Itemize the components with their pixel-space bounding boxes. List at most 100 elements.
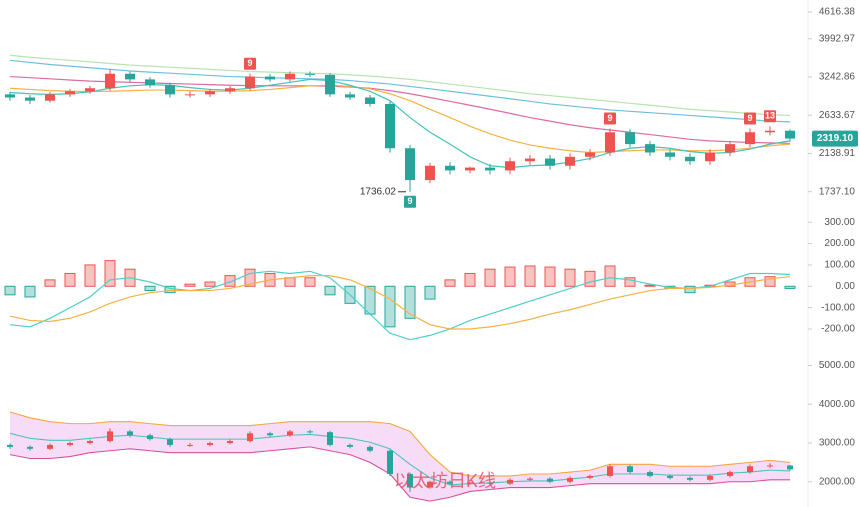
y-tick-label: -200.00: [821, 324, 855, 335]
macd-bar: [644, 284, 656, 287]
candle-body: [385, 103, 395, 149]
candle-body: [167, 439, 173, 445]
macd-bar: [444, 279, 456, 287]
candle-body: [625, 132, 635, 145]
signal-tag: [404, 195, 416, 208]
candle-body: [705, 152, 715, 162]
candle-body: [765, 130, 775, 133]
candle-body: [87, 441, 93, 443]
macd-bar: [204, 281, 216, 287]
candle-body: [305, 73, 315, 75]
candle-body: [85, 88, 95, 92]
candle-body: [325, 74, 335, 95]
watermark: 以太坊日K线: [394, 471, 496, 491]
moving-average-line: [9, 78, 791, 169]
candle-body: [605, 132, 615, 153]
candle-body: [747, 466, 753, 473]
candle-body: [265, 76, 275, 80]
moving-average-line: [9, 75, 791, 144]
candle-body: [407, 474, 413, 488]
candle-body: [425, 165, 435, 181]
candle-body: [345, 94, 355, 98]
macd-line: [9, 270, 791, 341]
candle-body: [685, 156, 695, 162]
candle-body: [105, 73, 115, 89]
candle-body: [125, 73, 135, 80]
candle-body: [727, 472, 733, 476]
y-tick-label: 3242.86: [819, 72, 856, 83]
candle-body: [405, 148, 415, 181]
candle-body: [725, 144, 735, 153]
signal-tag-label: 9: [607, 113, 612, 123]
candle-body: [25, 97, 35, 101]
candle-body: [665, 152, 675, 157]
moving-average-line: [9, 54, 791, 117]
macd-bar: [484, 268, 496, 287]
candle-body: [27, 446, 33, 449]
macd-bar: [504, 266, 516, 287]
candle-body: [767, 465, 773, 467]
signal-tag-label: 9: [407, 196, 412, 206]
candle-body: [65, 91, 75, 95]
bollinger-line: [9, 411, 791, 477]
y-tick-label: 4000.00: [819, 399, 856, 410]
macd-bar: [84, 264, 96, 287]
macd-bar: [24, 285, 36, 298]
bollinger-line: [9, 432, 791, 486]
candle-body: [225, 88, 235, 92]
candle-body: [147, 435, 153, 440]
macd-bar: [44, 279, 56, 287]
macd-bar: [64, 272, 76, 287]
macd-bar: [584, 270, 596, 287]
signal-tag-label: 9: [247, 58, 252, 68]
signal-tag: [764, 110, 776, 123]
candle-body: [287, 431, 293, 436]
macd-bar: [684, 285, 696, 294]
y-tick-label: 1737.10: [819, 186, 856, 197]
macd-bar: [524, 265, 536, 287]
macd-bar: [624, 277, 636, 287]
y-tick-label: 2633.67: [819, 110, 856, 121]
candle-body: [647, 472, 653, 476]
candle-body: [347, 444, 353, 447]
macd-bar: [284, 277, 296, 287]
y-tick-label: 2138.91: [819, 148, 856, 159]
macd-bar: [304, 277, 316, 287]
candle-body: [645, 144, 655, 153]
candle-body: [365, 97, 375, 104]
macd-line: [9, 275, 791, 330]
candle-body: [687, 477, 693, 480]
candle-body: [745, 132, 755, 145]
macd-bar: [424, 285, 436, 300]
y-tick-label: 300.00: [824, 217, 855, 228]
candle-body: [585, 152, 595, 157]
macd-bar: [544, 266, 556, 287]
candle-body: [527, 478, 533, 480]
macd-bar: [224, 275, 236, 287]
candle-body: [67, 443, 73, 445]
candle-body: [427, 481, 433, 488]
candle-body: [285, 73, 295, 80]
candle-body: [567, 477, 573, 482]
macd-bar: [404, 285, 416, 319]
candle-body: [587, 475, 593, 478]
y-tick-label: 3000.00: [819, 438, 856, 449]
candle-body: [165, 85, 175, 95]
candle-body: [145, 79, 155, 86]
candle-body: [227, 441, 233, 443]
last-price-label: 2319.10: [817, 133, 854, 144]
candle-body: [327, 432, 333, 445]
signal-tag: [604, 112, 616, 125]
candle-body: [627, 466, 633, 473]
macd-bar: [564, 268, 576, 287]
candle-body: [667, 475, 673, 478]
candle-body: [187, 444, 193, 446]
y-tick-label: 0.00: [836, 281, 856, 292]
candle-body: [485, 167, 495, 171]
candle-body: [245, 76, 255, 89]
candle-body: [47, 444, 53, 449]
candle-body: [545, 158, 555, 166]
y-tick-label: 4616.38: [819, 7, 856, 18]
y-tick-label: 5000.00: [819, 360, 856, 371]
signal-tag: [744, 112, 756, 125]
